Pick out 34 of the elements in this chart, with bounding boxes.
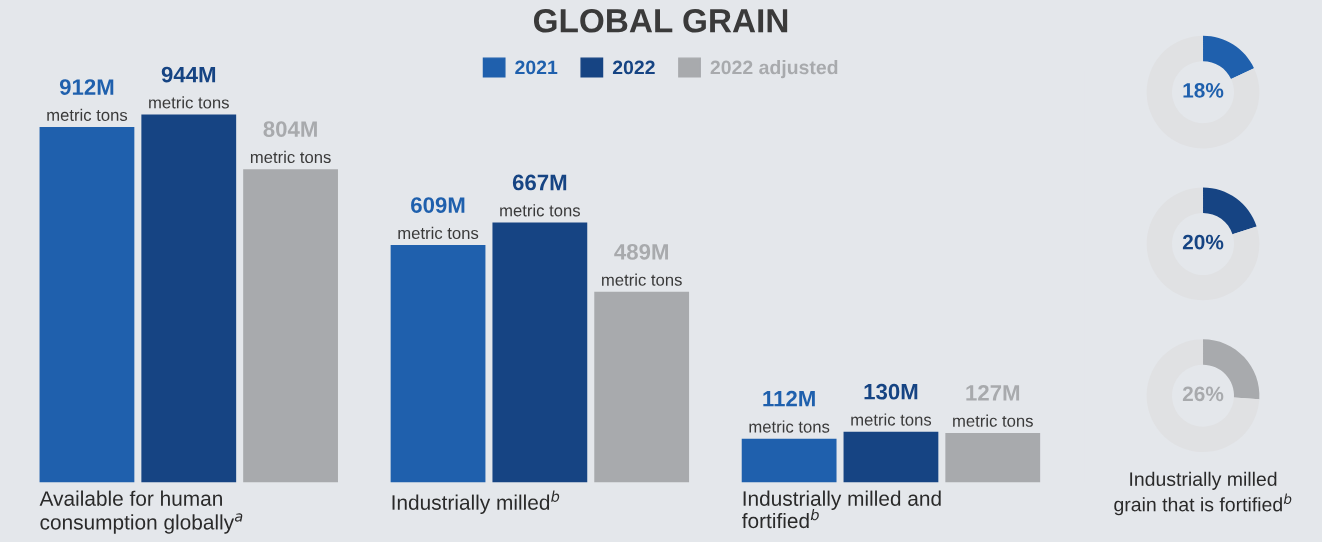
bar [492,222,588,483]
legend-label: 2022 adjusted [710,60,838,79]
data-label: 20% [1182,234,1224,250]
donut-slice [1146,187,1260,301]
x-tick-label: Industrially milled and fortified$^{b}$ [742,490,941,529]
chart-title: GLOBAL GRAIN [533,9,788,33]
data-label: 130M metric tons [851,383,932,426]
bar [741,438,837,483]
bar [594,291,690,483]
data-label: 944M metric tons [149,66,229,109]
bar [843,431,939,483]
data-label: 804M metric tons [250,121,331,164]
legend-label: 2021 [515,60,558,75]
data-label: 912M metric tons [47,79,128,121]
data-label: 112M metric tons [749,390,830,433]
donut-slice [1203,35,1255,79]
donut-slice [1146,339,1260,453]
bar [243,169,338,483]
data-label: 489M metric tons [602,243,682,286]
data-label: 18% [1183,82,1224,98]
bar [390,245,486,483]
text: Industrially milled grain that is fortified$^{b}$ [1114,471,1292,516]
data-label: 26% [1182,386,1224,402]
bar [39,127,135,483]
bar [141,114,237,483]
x-tick-label: Industrially milled$^{b}$ [392,490,560,514]
donut-slice [1203,187,1257,235]
legend-label: 2022 [612,60,655,75]
data-label: 127M metric tons [953,384,1033,427]
x-tick-label: Available for human consumption globally$^{a}$ [39,490,243,534]
donut-slice [1146,35,1260,149]
data-label: 609M metric tons [398,197,479,240]
bar [945,432,1041,483]
data-label: 667M metric tons [500,174,580,217]
